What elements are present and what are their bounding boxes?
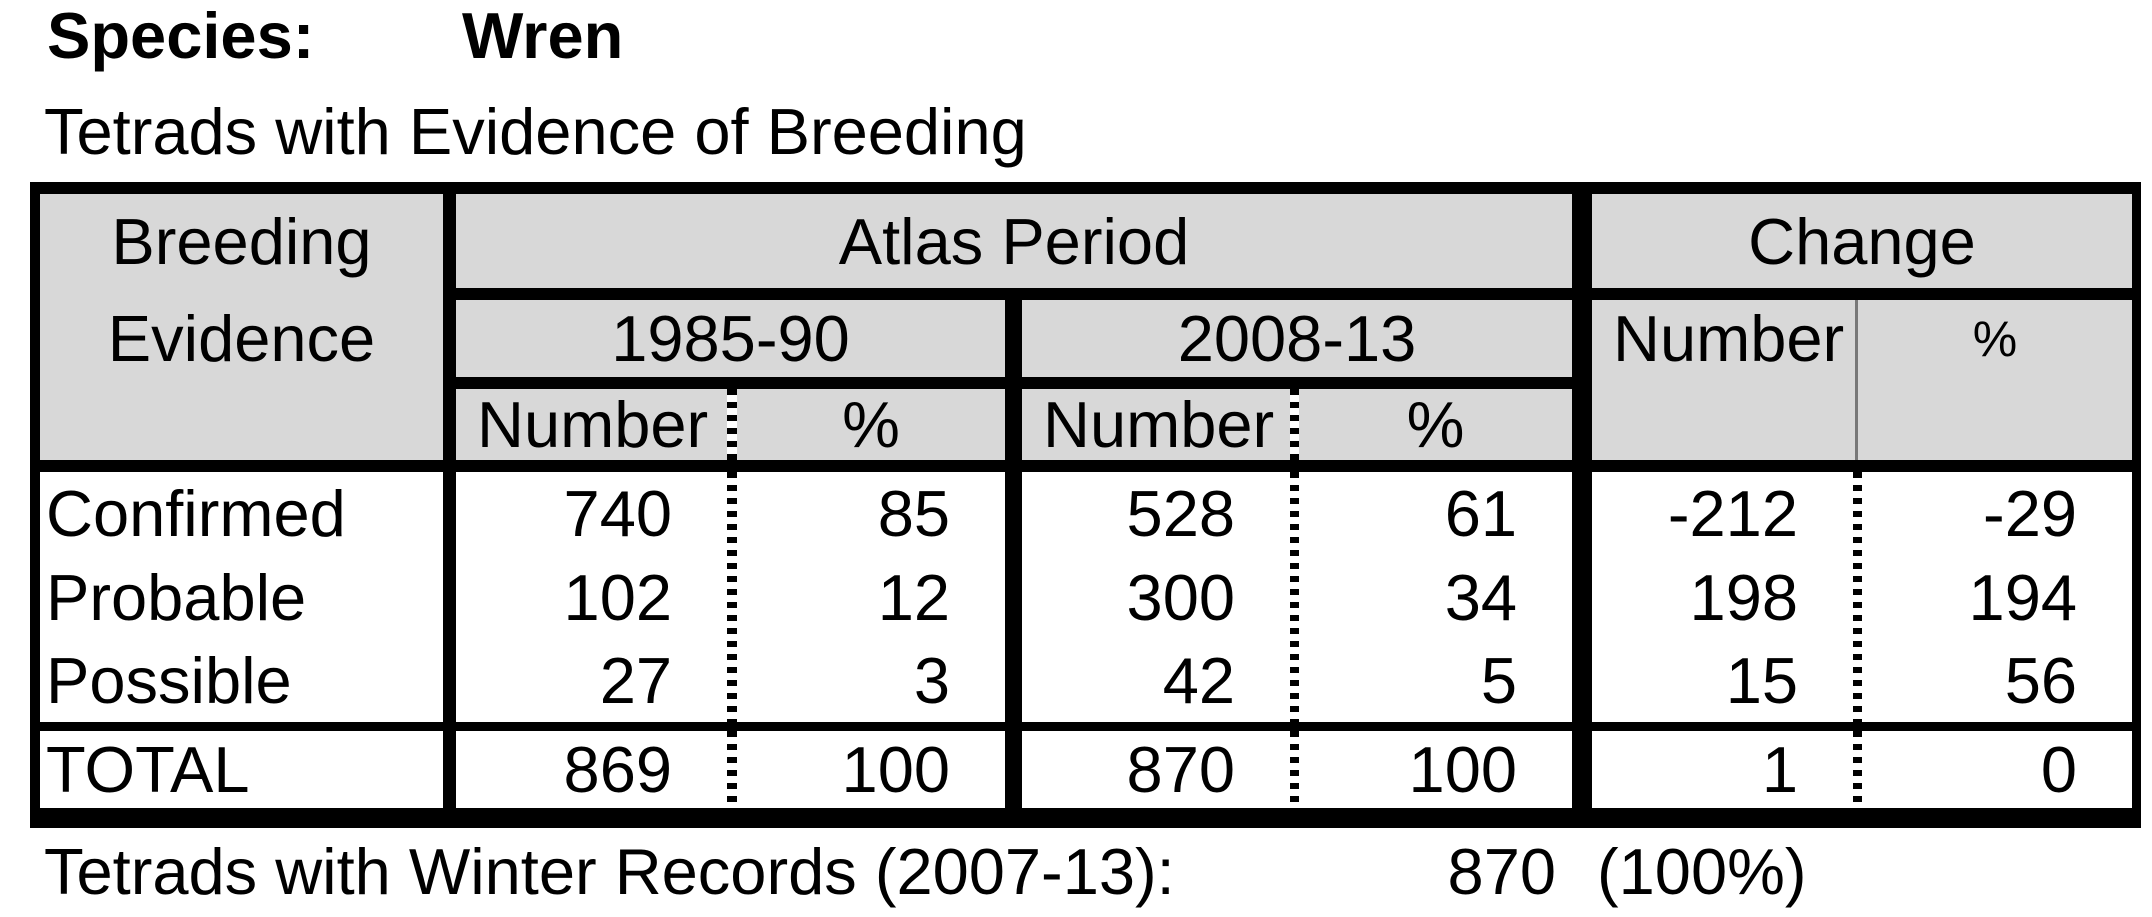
table-subtitle: Tetrads with Evidence of Breeding (44, 95, 1027, 168)
body-1985-number-column: 740 102 27 (456, 472, 727, 722)
footer-value: 870 (1447, 835, 1556, 908)
cell-confirmed-change-number: -212 (1667, 477, 1798, 550)
cell-confirmed-1985-number: 740 (563, 477, 672, 550)
cell-confirmed-change-percent: -29 (1983, 477, 2077, 550)
header-breeding-line2: Evidence (107, 302, 376, 375)
cell-possible-change-number: 15 (1725, 644, 1798, 717)
header-breeding-evidence: Breeding Evidence (40, 194, 443, 460)
header-number-2008: Number (1022, 389, 1290, 460)
cell-total-change-number: 1 (1592, 731, 1853, 808)
cell-total-1985-number: 869 (456, 731, 727, 808)
cell-probable-1985-number: 102 (563, 561, 672, 634)
cell-possible-1985-number: 27 (599, 644, 672, 717)
cell-probable-1985-percent: 12 (877, 561, 950, 634)
cell-probable-change-number: 198 (1689, 561, 1798, 634)
cell-possible-label: Possible (46, 644, 292, 717)
thin-separator-change (1855, 300, 1858, 460)
dotted-separator (727, 389, 737, 460)
dotted-separator (727, 472, 737, 722)
header-number-1985: Number (456, 389, 727, 460)
cell-total-2008-percent: 100 (1299, 731, 1572, 808)
cell-total-1985-percent: 100 (737, 731, 1005, 808)
dotted-separator (1290, 731, 1299, 808)
cell-probable-2008-percent: 34 (1444, 561, 1517, 634)
header-change: Change (1592, 194, 2132, 288)
cell-total-label: TOTAL (40, 731, 443, 808)
species-label: Species: (47, 0, 315, 72)
footer-label: Tetrads with Winter Records (2007-13): (44, 835, 1175, 908)
body-label-column: Confirmed Probable Possible (40, 472, 443, 722)
cell-possible-change-percent: 56 (2004, 644, 2077, 717)
header-change-number: Number (1613, 302, 1845, 375)
breeding-evidence-table: Breeding Evidence Atlas Period Change 19… (30, 182, 2141, 828)
body-change-number-column: -212 198 15 (1592, 472, 1853, 722)
header-breeding-line1: Breeding (111, 204, 372, 278)
dotted-separator (1290, 472, 1299, 722)
cell-total-change-percent: 0 (1862, 731, 2132, 808)
cell-probable-2008-number: 300 (1126, 561, 1235, 634)
cell-confirmed-1985-percent: 85 (877, 477, 950, 550)
cell-possible-1985-percent: 3 (913, 644, 950, 717)
cell-total-2008-number: 870 (1022, 731, 1290, 808)
cell-probable-label: Probable (46, 561, 307, 634)
header-change-subblock: Number % (1592, 300, 2132, 460)
body-change-percent-column: -29 194 56 (1862, 472, 2132, 722)
cell-possible-2008-number: 42 (1162, 644, 1235, 717)
header-atlas-period: Atlas Period (456, 194, 1572, 288)
dotted-separator (727, 731, 737, 808)
header-percent-1985: % (737, 389, 1005, 460)
cell-possible-2008-percent: 5 (1480, 644, 1517, 717)
body-2008-percent-column: 61 34 5 (1299, 472, 1572, 722)
cell-probable-change-percent: 194 (1968, 561, 2077, 634)
header-period-2008-13: 2008-13 (1022, 300, 1572, 377)
cell-confirmed-2008-number: 528 (1126, 477, 1235, 550)
species-value: Wren (462, 0, 624, 72)
dotted-separator (1853, 731, 1862, 808)
dotted-separator (1853, 472, 1862, 722)
footer-percent: (100%) (1597, 835, 1807, 908)
header-change-percent: % (1972, 310, 2018, 367)
header-period-1985-90: 1985-90 (456, 300, 1005, 377)
dotted-separator (1290, 389, 1299, 460)
cell-confirmed-2008-percent: 61 (1444, 477, 1517, 550)
cell-confirmed-label: Confirmed (46, 477, 346, 550)
header-percent-2008: % (1299, 389, 1572, 460)
body-1985-percent-column: 85 12 3 (737, 472, 1005, 722)
body-2008-number-column: 528 300 42 (1022, 472, 1290, 722)
